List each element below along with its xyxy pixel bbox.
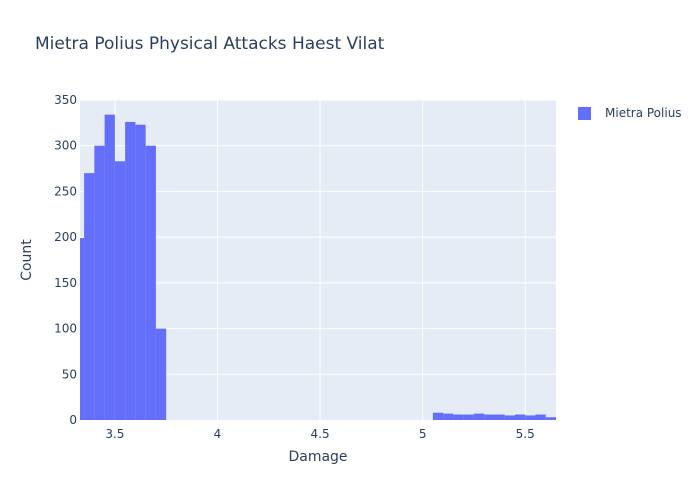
y-tick-label: 300 <box>54 139 77 153</box>
histogram-bar[interactable] <box>84 173 95 420</box>
histogram-bar[interactable] <box>453 414 464 420</box>
y-tick-label: 100 <box>54 322 77 336</box>
histogram-bar[interactable] <box>535 414 546 420</box>
x-tick-label: 3.5 <box>105 427 124 441</box>
y-tick-label: 0 <box>69 413 77 427</box>
histogram-bar[interactable] <box>104 114 115 420</box>
histogram-bar[interactable] <box>80 238 85 420</box>
x-axis-ticks: 3.5 4 4.5 5 5.5 <box>105 427 534 441</box>
histogram-bar[interactable] <box>514 414 526 420</box>
legend[interactable]: Mietra Polius <box>578 106 682 120</box>
histogram-bar[interactable] <box>125 121 136 420</box>
y-axis-ticks: 0 50 100 150 200 250 300 350 <box>54 93 77 427</box>
histogram-bar[interactable] <box>432 412 444 420</box>
histogram-bar[interactable] <box>155 328 167 420</box>
histogram-bar[interactable] <box>545 417 556 420</box>
y-tick-label: 250 <box>54 184 77 198</box>
x-tick-label: 5 <box>419 427 427 441</box>
histogram-bar[interactable] <box>443 413 454 420</box>
y-tick-label: 200 <box>54 230 77 244</box>
histogram-bar[interactable] <box>484 414 495 420</box>
histogram-bars <box>80 114 556 420</box>
histogram-bar[interactable] <box>473 413 485 420</box>
y-tick-label: 150 <box>54 276 77 290</box>
x-tick-label: 4.5 <box>311 427 330 441</box>
histogram-bar[interactable] <box>145 145 156 420</box>
x-axis-title: Damage <box>288 449 347 465</box>
histogram-bar[interactable] <box>494 414 505 420</box>
histogram-bar[interactable] <box>463 414 474 420</box>
y-tick-label: 50 <box>62 367 77 381</box>
y-tick-label: 350 <box>54 93 77 107</box>
histogram-bar[interactable] <box>504 415 515 420</box>
x-tick-label: 5.5 <box>516 427 535 441</box>
histogram-bar[interactable] <box>525 415 536 420</box>
histogram-bar[interactable] <box>114 161 126 420</box>
histogram-bar[interactable] <box>94 145 105 420</box>
legend-label: Mietra Polius <box>605 106 682 120</box>
chart-title: Mietra Polius Physical Attacks Haest Vil… <box>35 34 385 54</box>
x-tick-label: 4 <box>214 427 222 441</box>
legend-swatch <box>578 106 591 120</box>
y-axis-title: Count <box>19 239 35 281</box>
histogram-bar[interactable] <box>135 124 146 420</box>
